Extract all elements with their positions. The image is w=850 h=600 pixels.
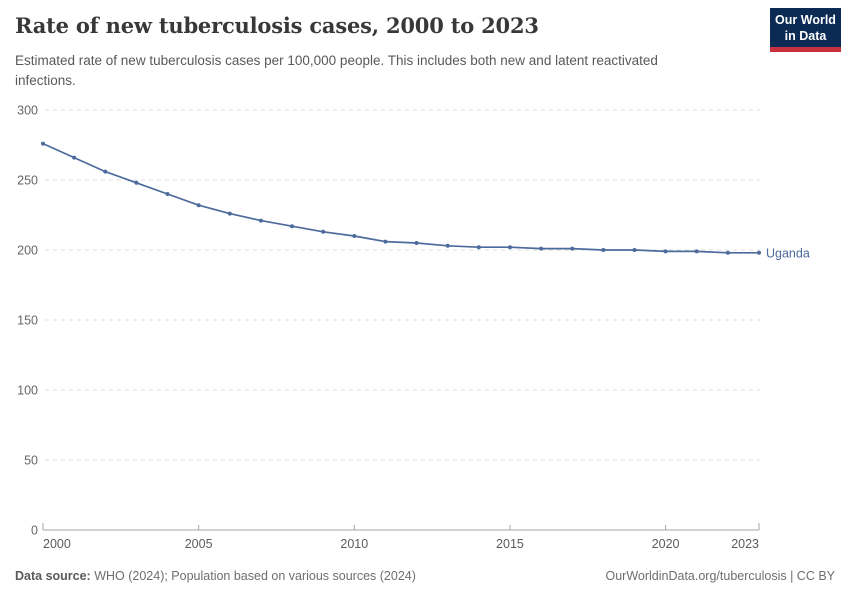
- owid-logo[interactable]: Our World in Data: [770, 8, 841, 52]
- data-point[interactable]: [570, 246, 575, 251]
- owid-logo-line2: in Data: [784, 28, 827, 43]
- x-tick-label: 2023: [731, 537, 759, 551]
- data-point[interactable]: [165, 192, 170, 196]
- data-source-label: Data source:: [15, 569, 91, 583]
- data-point[interactable]: [290, 224, 295, 229]
- data-point[interactable]: [507, 245, 512, 250]
- series-line-uganda[interactable]: [42, 142, 759, 254]
- data-point[interactable]: [445, 243, 450, 248]
- data-point[interactable]: [694, 249, 699, 254]
- y-tick-label: 250: [17, 174, 38, 188]
- data-point[interactable]: [352, 234, 357, 238]
- data-point[interactable]: [103, 169, 108, 174]
- data-point[interactable]: [72, 155, 77, 160]
- data-point[interactable]: [321, 229, 326, 234]
- y-tick-label: 150: [17, 314, 38, 328]
- y-tick-label: 100: [17, 384, 38, 398]
- series-end-label[interactable]: Uganda: [766, 246, 810, 260]
- data-point[interactable]: [725, 250, 730, 255]
- data-point[interactable]: [663, 249, 668, 254]
- data-point[interactable]: [632, 248, 637, 252]
- data-point[interactable]: [539, 246, 544, 251]
- data-source: Data source: WHO (2024); Population base…: [15, 569, 416, 583]
- data-source-text: WHO (2024); Population based on various …: [90, 569, 416, 583]
- x-tick-label: 2015: [496, 537, 524, 551]
- x-tick-label: 2005: [185, 537, 213, 551]
- data-point[interactable]: [41, 141, 45, 146]
- x-tick-label: 2020: [652, 537, 680, 551]
- data-point[interactable]: [227, 211, 232, 216]
- data-point[interactable]: [757, 250, 761, 255]
- y-tick-label: 0: [31, 524, 38, 538]
- y-tick-label: 300: [17, 104, 38, 118]
- data-point[interactable]: [476, 245, 481, 250]
- data-point[interactable]: [258, 218, 263, 223]
- page-title: Rate of new tuberculosis cases, 2000 to …: [15, 13, 539, 38]
- data-point[interactable]: [196, 203, 201, 208]
- data-point[interactable]: [601, 248, 606, 252]
- x-tick-label: 2010: [340, 537, 368, 551]
- owid-cc-link[interactable]: OurWorldinData.org/tuberculosis | CC BY: [605, 569, 836, 583]
- chart-footer: Data source: WHO (2024); Population base…: [15, 569, 835, 583]
- y-tick-label: 50: [24, 454, 38, 468]
- owid-logo-line1: Our World: [775, 12, 836, 27]
- y-tick-label: 200: [17, 244, 38, 258]
- chart-subtitle: Estimated rate of new tuberculosis cases…: [15, 53, 658, 88]
- data-point[interactable]: [414, 241, 419, 245]
- data-point[interactable]: [383, 239, 388, 244]
- x-tick-label: 2000: [43, 537, 71, 551]
- data-point[interactable]: [134, 180, 139, 185]
